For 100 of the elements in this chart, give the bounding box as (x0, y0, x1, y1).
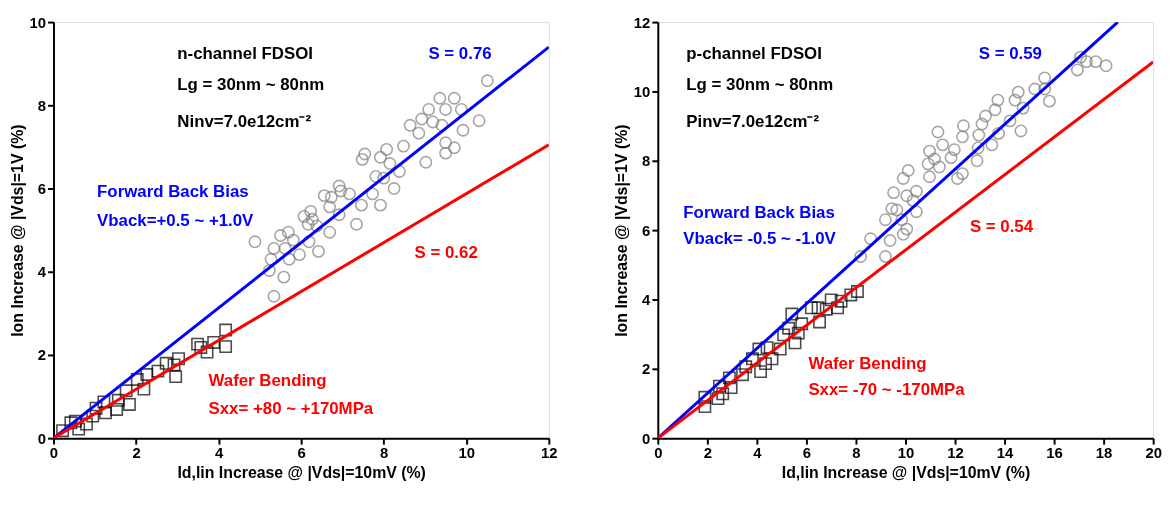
y-tick-label: 6 (37, 180, 47, 197)
x-tick-label: 0 (49, 445, 59, 462)
x-tick-label: 6 (297, 445, 306, 462)
point (711, 392, 725, 406)
x-axis-title: Id,lin Increase @ |Vds|=10mV (%) (177, 464, 426, 482)
annotation: Vback= -0.5 ~ -1.0V (683, 228, 837, 248)
point (745, 352, 759, 366)
y-tick-label: 10 (633, 83, 651, 100)
point (698, 390, 712, 404)
annotation: Vback=+0.5 ~ +1.0V (97, 211, 255, 231)
point (358, 147, 372, 161)
point (355, 152, 369, 166)
annotation: n-channel FDSOI (177, 43, 313, 63)
annotation: Lg = 30nm ~ 80nm (686, 75, 834, 95)
point (804, 301, 818, 315)
x-tick-label: 12 (541, 445, 558, 462)
annotation: Wafer Bending (808, 353, 927, 373)
point (297, 209, 311, 223)
x-tick-label: 16 (1046, 445, 1063, 462)
point (1011, 85, 1025, 99)
point (200, 345, 214, 359)
point (169, 370, 183, 384)
point (850, 285, 864, 298)
point (795, 317, 809, 331)
point (1003, 114, 1017, 128)
point (900, 222, 914, 236)
point (932, 160, 946, 174)
point (896, 172, 910, 185)
point (159, 356, 173, 370)
x-tick-label: 20 (1145, 445, 1162, 462)
annotation: Pinv=7.0e12cm⁻² (686, 111, 820, 131)
point (1028, 82, 1042, 96)
point (377, 171, 391, 185)
point (936, 138, 950, 152)
point (89, 401, 103, 415)
point (373, 198, 387, 212)
point (332, 208, 346, 222)
point (813, 315, 826, 329)
x-tick-label: 18 (1095, 445, 1113, 462)
point (854, 250, 868, 263)
point (1080, 55, 1093, 69)
y-tick-label: 4 (642, 291, 652, 308)
x-tick-label: 8 (380, 445, 389, 462)
y-tick-label: 2 (642, 361, 651, 378)
point (831, 301, 845, 315)
point (777, 328, 791, 342)
point (403, 118, 417, 132)
point (219, 340, 233, 354)
point (267, 242, 281, 255)
y-tick-label: 8 (642, 153, 651, 170)
point (343, 187, 356, 201)
x-tick-label: 6 (802, 445, 812, 462)
point (970, 154, 984, 168)
point (923, 170, 936, 184)
point (140, 368, 154, 381)
annotation: p-channel FDSOI (686, 44, 822, 64)
point (1038, 82, 1052, 96)
point (1074, 50, 1088, 64)
point (207, 336, 221, 349)
point (426, 115, 440, 129)
point (286, 233, 300, 247)
point (262, 264, 276, 277)
annotation: Lg = 30nm ~ 80nm (177, 75, 325, 95)
point (724, 381, 738, 394)
point (397, 139, 410, 153)
point (248, 235, 262, 249)
point (111, 393, 125, 407)
point (310, 219, 324, 233)
point (302, 235, 316, 249)
point (754, 365, 768, 379)
point (909, 184, 923, 198)
point (277, 270, 291, 284)
point (354, 198, 368, 212)
point (68, 414, 82, 428)
point (928, 152, 941, 166)
point (480, 74, 494, 88)
x-tick-label: 0 (654, 445, 663, 462)
point (883, 234, 897, 247)
point (415, 112, 429, 126)
y-tick-label: 0 (37, 430, 47, 447)
point (422, 103, 436, 116)
point (975, 117, 989, 131)
annotation: Forward Back Bias (97, 181, 249, 201)
y-tick-label: 0 (642, 430, 651, 447)
point (944, 151, 958, 165)
point (392, 165, 406, 178)
point (739, 360, 753, 374)
point (947, 143, 961, 157)
point (782, 321, 796, 335)
point (1008, 93, 1022, 107)
point (293, 248, 306, 262)
point (878, 250, 892, 263)
point (752, 342, 766, 356)
y-tick-label: 12 (633, 14, 651, 31)
annotation: Forward Back Bias (683, 203, 835, 223)
y-tick-label: 6 (642, 222, 651, 239)
x-tick-label: 10 (897, 445, 915, 462)
point (323, 225, 337, 239)
point (878, 213, 892, 227)
point (844, 288, 858, 302)
